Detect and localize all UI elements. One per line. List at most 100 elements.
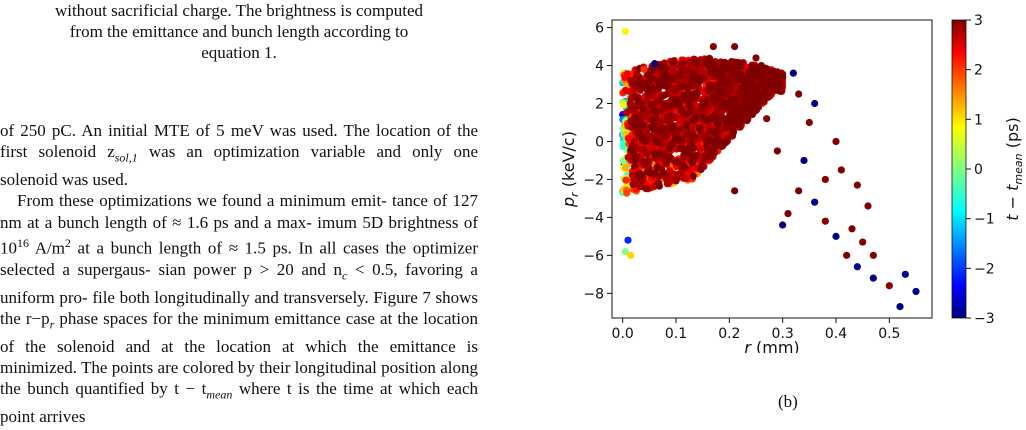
particle-dot: [678, 107, 686, 115]
y-tick-label: 0: [595, 134, 604, 150]
particle-dot: [632, 119, 640, 127]
particle-dot: [703, 142, 711, 150]
particle-dot: [678, 83, 686, 91]
particle-dot: [697, 166, 705, 174]
particle-dot: [623, 70, 631, 78]
particle-dot: [765, 77, 773, 85]
particle-dot: [764, 86, 772, 94]
particle-dot: [638, 135, 646, 143]
particle-dot: [635, 97, 643, 105]
particle-dot: [642, 184, 650, 193]
particle-dot: [748, 110, 757, 118]
scatter-point: [773, 147, 781, 155]
particle-dot: [676, 72, 684, 80]
particle-dot: [699, 98, 707, 106]
caption-line: without sacrificial charge. The brightne…: [54, 1, 424, 20]
x-tick-label: 0.5: [878, 326, 900, 342]
particle-dot: [629, 180, 637, 189]
scatter-point: [843, 251, 851, 259]
particle-dot: [711, 129, 719, 137]
scatter-point: [795, 90, 803, 98]
x-tick-label: 0.0: [612, 326, 634, 342]
particle-dot: [727, 116, 736, 124]
x-axis: 0.0 0.1 0.2 0.3 0.4 0.5: [612, 318, 900, 342]
particle-dot: [675, 125, 683, 133]
particle-dot: [669, 123, 677, 131]
particle-dot: [693, 74, 701, 82]
particle-dot: [639, 105, 647, 113]
particle-dot: [683, 66, 691, 74]
particle-dot: [622, 176, 630, 184]
scatter-point: [853, 263, 861, 271]
particle-dot: [747, 96, 755, 104]
particle-cloud: [619, 54, 787, 197]
particle-dot: [662, 155, 670, 163]
particle-dot: [693, 89, 701, 97]
text-fragment: < 0.5, favoring a uniform pro-: [0, 259, 478, 307]
scatter-point: [848, 225, 856, 233]
scatter-point: [627, 251, 635, 259]
particle-dot: [627, 146, 635, 154]
scatter-points: [621, 27, 920, 311]
scatter-point: [731, 42, 739, 51]
scatter-point: [763, 115, 771, 123]
text-fragment: phase spaces for the minimum emittance c…: [54, 308, 393, 328]
particle-dot: [632, 154, 640, 162]
particle-dot: [660, 132, 668, 140]
scatter-point: [784, 210, 792, 218]
particle-dot: [667, 112, 675, 120]
particle-dot: [644, 157, 652, 165]
scatter-point: [779, 73, 787, 81]
particle-dot: [742, 91, 750, 100]
particle-dot: [649, 84, 657, 93]
figure-caption-tail: without sacrificial charge. The brightne…: [0, 0, 478, 63]
particle-dot: [647, 100, 655, 109]
particle-dot: [653, 98, 661, 106]
particle-dot: [721, 58, 729, 67]
text-fragment: at a bunch length of: [70, 238, 223, 258]
particle-dot: [698, 160, 706, 168]
text-line: ≈ 1.5 ps. In all cases the optimizer sel…: [0, 238, 478, 279]
particle-dot: [621, 164, 630, 172]
text-line: sian power p > 20 and n: [158, 259, 343, 279]
particle-dot: [650, 107, 658, 115]
particle-dot: [639, 121, 647, 129]
particle-dot: [747, 79, 755, 87]
particle-dot: [663, 116, 671, 125]
particle-dot: [676, 136, 684, 144]
particle-dot: [635, 80, 643, 88]
particle-dot: [721, 124, 729, 132]
subscript: sol,1: [114, 150, 138, 165]
text-line: From these optimizations we found a mini…: [17, 191, 387, 211]
y-tick-label: 6: [595, 21, 604, 37]
particle-dot: [680, 91, 688, 99]
text-line: t − t: [174, 379, 207, 399]
figure-7b: 0.0 0.1 0.2 0.3 0.4 0.5 6 4 2 0 −2 −4 −6 −8 r (mm) p…: [559, 8, 1026, 357]
particle-dot: [729, 127, 737, 135]
particle-dot: [710, 138, 718, 146]
particle-dot: [689, 116, 697, 124]
x-tick-label: 0.1: [665, 326, 687, 342]
scatter-point: [832, 137, 840, 146]
scatter-point: [901, 270, 909, 278]
scatter-point: [869, 251, 877, 259]
scatter-point: [896, 303, 904, 311]
scatter-point: [832, 232, 840, 240]
scatter-point: [859, 238, 867, 246]
particle-dot: [655, 83, 664, 91]
particle-dot: [628, 79, 636, 87]
particle-dot: [743, 117, 751, 125]
scatter-point: [864, 202, 872, 210]
scatter-point: [651, 60, 659, 68]
particle-dot: [636, 182, 644, 190]
panel-label: (b): [778, 392, 798, 411]
particle-dot: [645, 77, 653, 85]
superscript: 2: [64, 235, 71, 250]
particle-dot: [681, 151, 689, 159]
text-line: where t is the time at which each point …: [0, 379, 478, 426]
particle-dot: [684, 83, 692, 91]
particle-dot: [686, 58, 694, 67]
text-line: of 250 pC. An initial MTE of 5 meV was u…: [0, 121, 370, 140]
x-tick-label: 0.4: [825, 326, 847, 342]
phase-space-scatter-plot: 0.0 0.1 0.2 0.3 0.4 0.5 6 4 2 0 −2 −4 −6 −8 r (mm) p…: [559, 13, 1025, 357]
